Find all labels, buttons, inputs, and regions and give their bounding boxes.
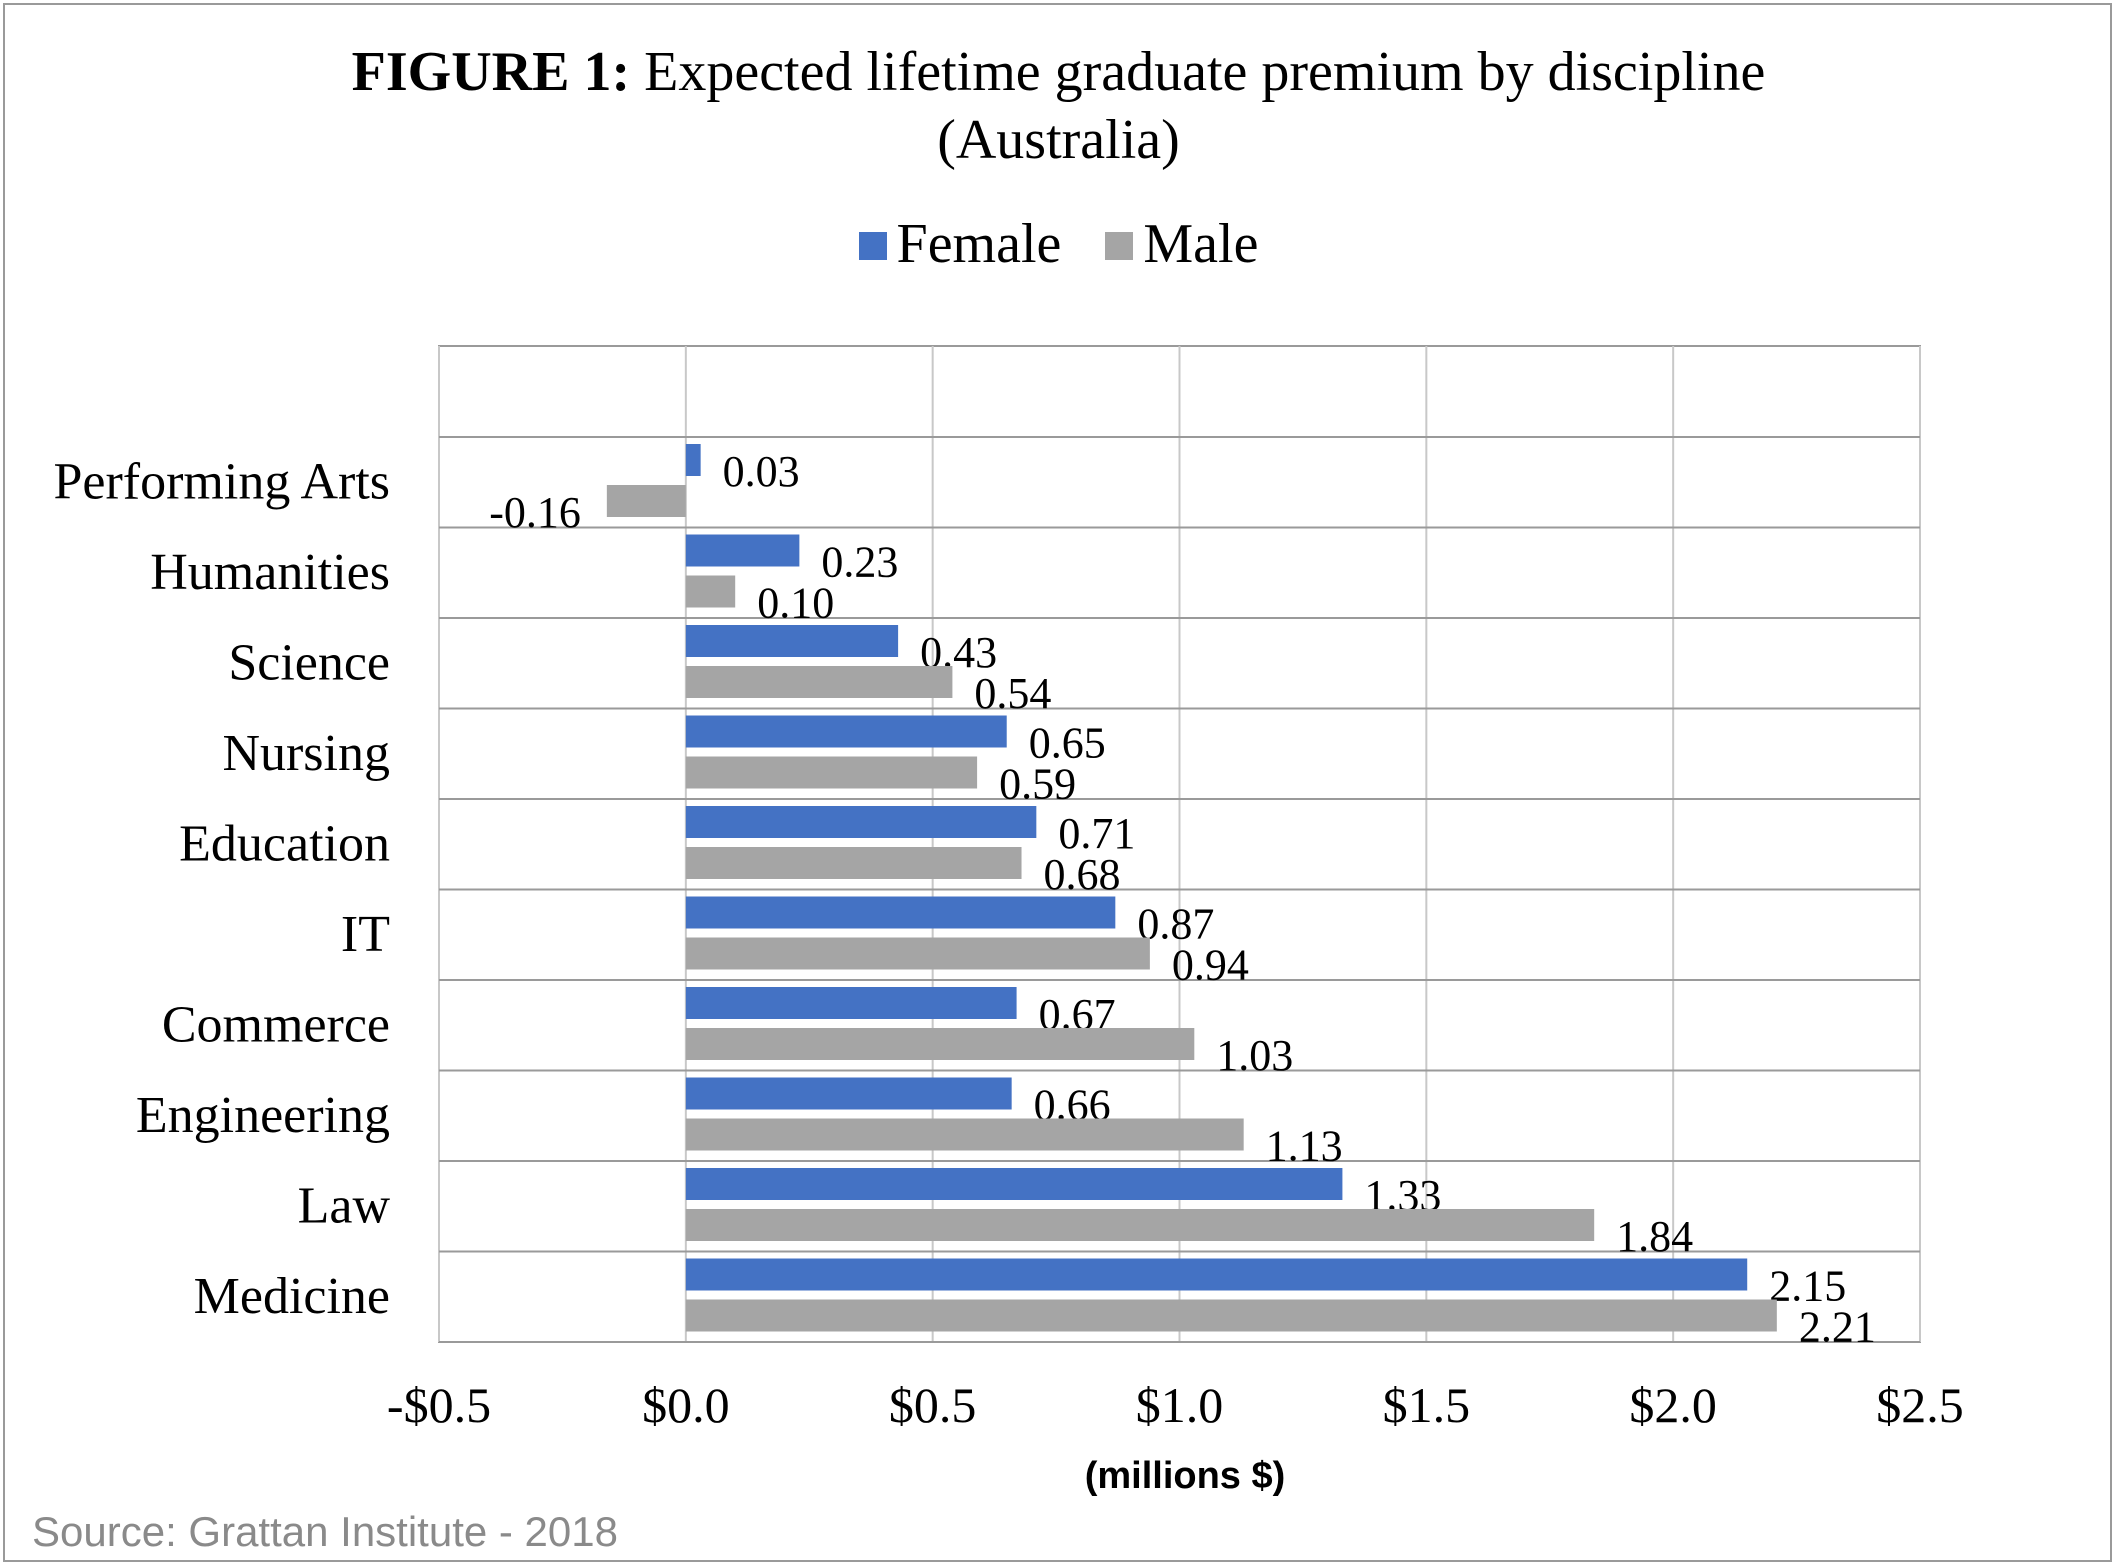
y-tick-label: Law — [298, 1177, 391, 1234]
y-tick-label: Commerce — [162, 996, 390, 1053]
y-tick-label: Medicine — [194, 1268, 390, 1325]
data-label-female: 0.71 — [1058, 809, 1135, 858]
data-label-male: -0.16 — [489, 488, 581, 537]
bar-male — [685, 937, 1150, 970]
bar-male — [685, 575, 736, 608]
data-label-male: 0.59 — [999, 760, 1076, 809]
legend-label-female: Female — [896, 213, 1062, 275]
data-label-female: 0.03 — [723, 447, 800, 496]
legend-label-male: Male — [1143, 213, 1259, 275]
bar-male — [685, 847, 1022, 879]
bar-female — [685, 625, 899, 657]
bar-female — [685, 1258, 1748, 1291]
data-label-male: 1.84 — [1616, 1212, 1693, 1261]
y-tick-label: Engineering — [136, 1087, 390, 1144]
data-label-male: 0.68 — [1044, 850, 1121, 899]
x-tick-label: -$0.5 — [387, 1377, 491, 1433]
data-label-female: 0.65 — [1029, 719, 1106, 768]
data-label-male: 1.13 — [1266, 1122, 1343, 1171]
data-label-female: 0.87 — [1137, 900, 1214, 949]
bar-male — [606, 485, 686, 517]
bar-female — [685, 896, 1116, 929]
bar-male — [685, 1209, 1595, 1241]
bar-female — [685, 987, 1017, 1019]
bar-male — [685, 1028, 1195, 1060]
title-text: Expected lifetime graduate premium by di… — [644, 41, 1766, 103]
title-figure-number: FIGURE 1: — [351, 41, 631, 103]
x-tick-label: $1.0 — [1136, 1377, 1224, 1433]
bar-female — [685, 1077, 1012, 1110]
chart-legend: Female Male — [0, 212, 2117, 276]
legend-swatch-female — [858, 232, 887, 260]
y-tick-label: Performing Arts — [53, 453, 390, 510]
bar-female — [685, 715, 1007, 748]
y-tick-label: Education — [179, 815, 390, 872]
bar-female — [685, 806, 1037, 838]
data-label-male: 0.94 — [1172, 941, 1249, 990]
bar-male — [685, 1299, 1777, 1332]
x-tick-label: $0.5 — [889, 1377, 977, 1433]
data-label-male: 0.54 — [974, 669, 1051, 718]
bar-female — [685, 444, 701, 476]
x-axis-title: (millions $) — [1084, 1455, 1286, 1497]
data-label-male: 2.21 — [1799, 1303, 1876, 1352]
title-subtitle: (Australia) — [937, 109, 1180, 171]
bar-male — [685, 756, 978, 789]
data-label-male: 1.03 — [1216, 1031, 1293, 1080]
legend-item-female: Female — [858, 212, 1062, 276]
legend-swatch-male — [1105, 232, 1134, 260]
legend-item-male: Male — [1105, 212, 1258, 276]
data-label-female: 2.15 — [1769, 1262, 1846, 1311]
data-label-male: 0.10 — [757, 579, 834, 628]
y-tick-label: Humanities — [150, 544, 390, 601]
y-tick-label: Science — [228, 634, 390, 691]
source-note: Source: Grattan Institute - 2018 — [32, 1508, 618, 1555]
y-tick-label: Nursing — [222, 725, 390, 782]
x-tick-label: $0.0 — [642, 1377, 730, 1433]
x-tick-label: $2.5 — [1876, 1377, 1964, 1433]
x-tick-label: $2.0 — [1629, 1377, 1717, 1433]
bar-male — [685, 666, 953, 698]
chart-title: FIGURE 1: Expected lifetime graduate pre… — [0, 38, 2117, 174]
bar-female — [685, 1168, 1343, 1200]
y-tick-label: IT — [341, 906, 390, 963]
bar-female — [685, 534, 800, 567]
bar-male — [685, 1118, 1244, 1151]
x-tick-label: $1.5 — [1383, 1377, 1471, 1433]
data-label-female: 0.23 — [821, 538, 898, 587]
